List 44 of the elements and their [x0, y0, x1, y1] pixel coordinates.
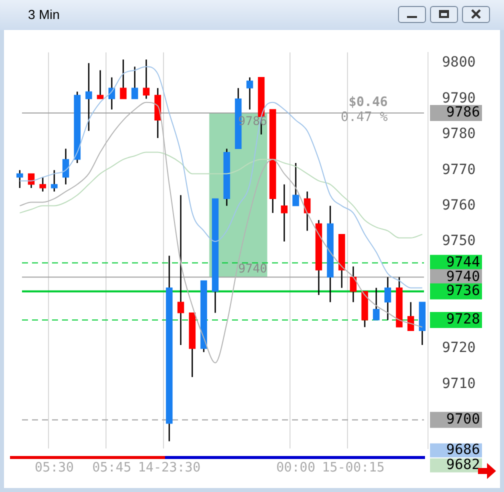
x-tick-label: 14-23:30: [138, 460, 201, 476]
ref-line-label: 9786: [446, 104, 480, 121]
y-tick-label: 9710: [442, 376, 476, 392]
y-tick-label: 9760: [442, 197, 476, 214]
y-tick-label: 9720: [442, 340, 476, 356]
candlestick: [246, 76, 254, 110]
x-tick-label: 15-00:15: [322, 460, 385, 476]
annotation: $0.46: [348, 94, 388, 110]
candlestick: [280, 184, 288, 242]
candlestick: [372, 287, 380, 321]
text: 9682: [446, 457, 480, 474]
candlestick: [62, 148, 70, 186]
candlestick: [16, 169, 24, 189]
x-tick-label: 05:30: [34, 460, 74, 476]
candlestick: [384, 276, 392, 321]
y-tick-label: 9800: [442, 54, 476, 71]
chart-title: 3 Min: [28, 7, 60, 22]
candlestick: [142, 58, 150, 100]
annotation: 9740: [238, 261, 268, 276]
y-tick-label: 9790: [442, 90, 476, 106]
candlestick: [131, 66, 138, 100]
candlestick: [39, 176, 46, 192]
text: 9686: [446, 442, 480, 458]
candlestick: [350, 266, 357, 303]
line-series: [19, 152, 423, 238]
candlestick: [177, 194, 184, 346]
candlestick: [120, 58, 127, 100]
candlestick: [50, 169, 58, 192]
x-tick-label: 00:00: [276, 460, 316, 476]
y-tick-label: 9780: [442, 126, 476, 142]
candlestick: [96, 70, 104, 100]
ref-line-label: 9736: [446, 283, 480, 300]
candlestick: [407, 301, 414, 332]
annotation: 0.47 %: [340, 110, 388, 125]
ref-line-label: 9700: [446, 412, 480, 428]
y-tick-label: 9750: [442, 233, 476, 250]
ref-line-label: 9728: [446, 312, 480, 328]
candlestick: [85, 62, 92, 132]
x-tick-label: 05:45: [92, 460, 132, 476]
ref-line-label: 9740: [446, 268, 480, 285]
y-tick-label: 9770: [442, 162, 476, 178]
ref-line-label: 9744: [446, 254, 480, 271]
candlestick: [292, 162, 300, 206]
line-series: [19, 66, 423, 288]
